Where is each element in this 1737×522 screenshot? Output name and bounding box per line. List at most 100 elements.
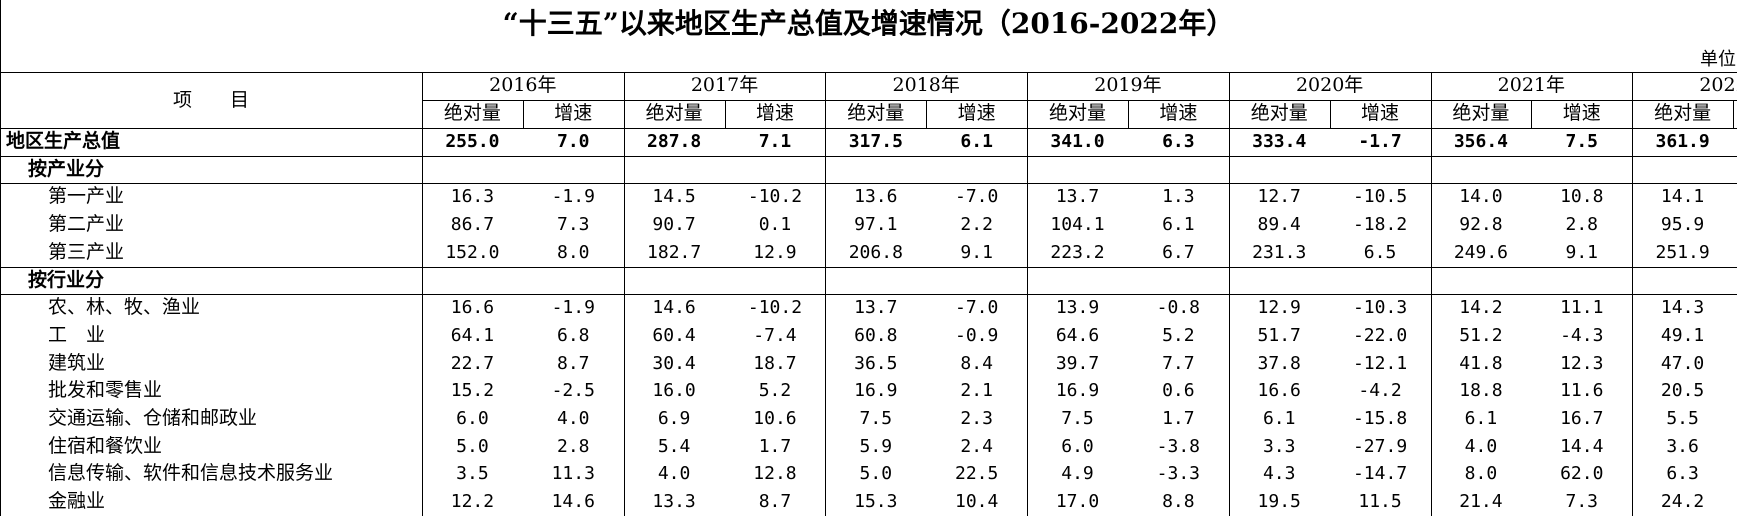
grid-line (522, 100, 524, 128)
table-cell: 6.1 (1162, 214, 1195, 236)
table-cell: 14.2 (1459, 297, 1503, 319)
table-cell: 18.8 (1459, 380, 1503, 402)
sub-header: 绝对量 (1452, 102, 1510, 124)
table-cell: 6.1 (1464, 408, 1498, 429)
table-cell: 8.4 (960, 352, 993, 374)
row-label: 按行业分 (28, 268, 105, 291)
table-cell: 90.7 (652, 214, 696, 236)
table-cell: 12.8 (753, 463, 797, 485)
table-cell: 1.3 (1162, 186, 1195, 208)
table-cell: 11.1 (1560, 297, 1604, 319)
table-cell: 6.8 (557, 324, 590, 346)
table-cell: 5.2 (1162, 324, 1195, 346)
table-cell: 3.5 (456, 463, 489, 485)
table-cell: 4.0 (1464, 435, 1498, 457)
table-title: “十三五”以来地区生产总值及增速情况（2016-2022年） (502, 7, 1235, 40)
grid-line (0, 294, 1737, 296)
table-cell: 3.3 (1262, 435, 1296, 457)
table-cell: 8.7 (758, 491, 792, 513)
table-cell: 13.7 (1055, 186, 1100, 208)
table-cell: 7.7 (1162, 352, 1195, 374)
row-label: 按产业分 (28, 157, 105, 180)
sub-header: 绝对量 (1049, 102, 1107, 124)
table-cell: 11.3 (551, 463, 595, 485)
table-cell: -3.3 (1156, 463, 1201, 485)
table-cell: -27.9 (1352, 435, 1408, 457)
table-cell: 16.9 (854, 380, 898, 402)
sub-header: 增速 (1361, 102, 1400, 124)
table-cell: 8.0 (557, 241, 590, 263)
table-cell: 10.6 (753, 408, 797, 429)
table-cell: -0.8 (1156, 297, 1201, 319)
row-label: 信息传输、软件和信息技术服务业 (48, 462, 334, 485)
sub-header: 增速 (554, 102, 593, 124)
table-cell: 5.2 (758, 380, 792, 402)
table-cell: 14.4 (1560, 435, 1604, 457)
table-cell: 8.7 (557, 352, 590, 374)
table-cell: 7.3 (557, 214, 590, 236)
table-cell: 10.8 (1560, 186, 1604, 208)
year-header: 2019年 (1094, 74, 1162, 96)
year-header: 2018年 (892, 74, 960, 96)
table-cell: -10.2 (747, 186, 803, 208)
table-cell: 6.3 (1666, 463, 1699, 485)
sub-header: 增速 (1562, 102, 1601, 124)
row-label: 金融业 (48, 490, 106, 513)
table-cell: -18.2 (1352, 214, 1408, 236)
table-cell: 12.9 (753, 241, 797, 263)
table-cell: 16.6 (1257, 380, 1301, 402)
grid-line (422, 72, 423, 516)
grid-line (1027, 72, 1029, 516)
table-cell: 6.3 (1162, 131, 1195, 152)
table-cell: 5.9 (859, 435, 893, 457)
table-cell: 7.5 (1061, 408, 1094, 429)
grid-line (1228, 72, 1230, 516)
table-cell: 6.0 (456, 408, 489, 429)
table-cell: 6.7 (1162, 241, 1195, 263)
grid-line (1632, 72, 1634, 516)
table-cell: 255.0 (445, 131, 500, 152)
table-cell: 5.4 (657, 435, 691, 457)
table-cell: 341.0 (1050, 131, 1105, 152)
row-label: 农、林、牧、渔业 (48, 296, 201, 319)
table-cell: 2.2 (960, 214, 993, 236)
sub-header: 增速 (1159, 102, 1198, 124)
table-cell: 30.4 (652, 352, 696, 374)
table-cell: 13.6 (854, 186, 898, 208)
table-cell: 41.8 (1459, 352, 1503, 374)
grid-line (1531, 100, 1533, 128)
table-cell: 12.7 (1257, 186, 1301, 208)
table-cell: 6.1 (960, 131, 993, 152)
table-cell: 14.5 (652, 186, 696, 208)
sub-header: 绝对量 (443, 102, 501, 124)
table-cell: 19.5 (1257, 491, 1301, 513)
table-cell: 4.0 (557, 408, 590, 429)
table-cell: 7.3 (1565, 491, 1599, 513)
table-cell: 14.6 (652, 297, 696, 319)
table-cell: 2.1 (960, 380, 993, 402)
table-cell: 2.4 (960, 435, 993, 457)
table-cell: 7.1 (758, 131, 792, 152)
table-cell: 8.0 (1464, 463, 1498, 485)
table-cell: 97.1 (854, 214, 898, 236)
table-cell: 22.5 (954, 463, 999, 485)
table-cell: 5.0 (456, 435, 489, 457)
row-label: 交通运输、仓储和邮政业 (48, 407, 258, 429)
table-cell: 16.3 (450, 186, 495, 208)
table-cell: 4.0 (657, 463, 691, 485)
table-cell: -12.1 (1352, 352, 1408, 374)
table-cell: 13.9 (1055, 297, 1100, 319)
table-cell: 36.5 (854, 352, 898, 374)
item-header: 项 目 (172, 89, 249, 111)
table-cell: -15.8 (1352, 408, 1408, 429)
table-cell: 12.9 (1257, 297, 1301, 319)
sub-header: 绝对量 (1250, 102, 1308, 124)
grid-line (1329, 100, 1331, 128)
table-cell: -14.7 (1352, 463, 1408, 485)
table-cell: 356.4 (1453, 131, 1509, 152)
table-cell: -10.3 (1352, 297, 1408, 319)
table-cell: 24.2 (1660, 491, 1705, 513)
sub-header: 增速 (755, 102, 794, 124)
table-cell: 95.9 (1660, 214, 1705, 236)
